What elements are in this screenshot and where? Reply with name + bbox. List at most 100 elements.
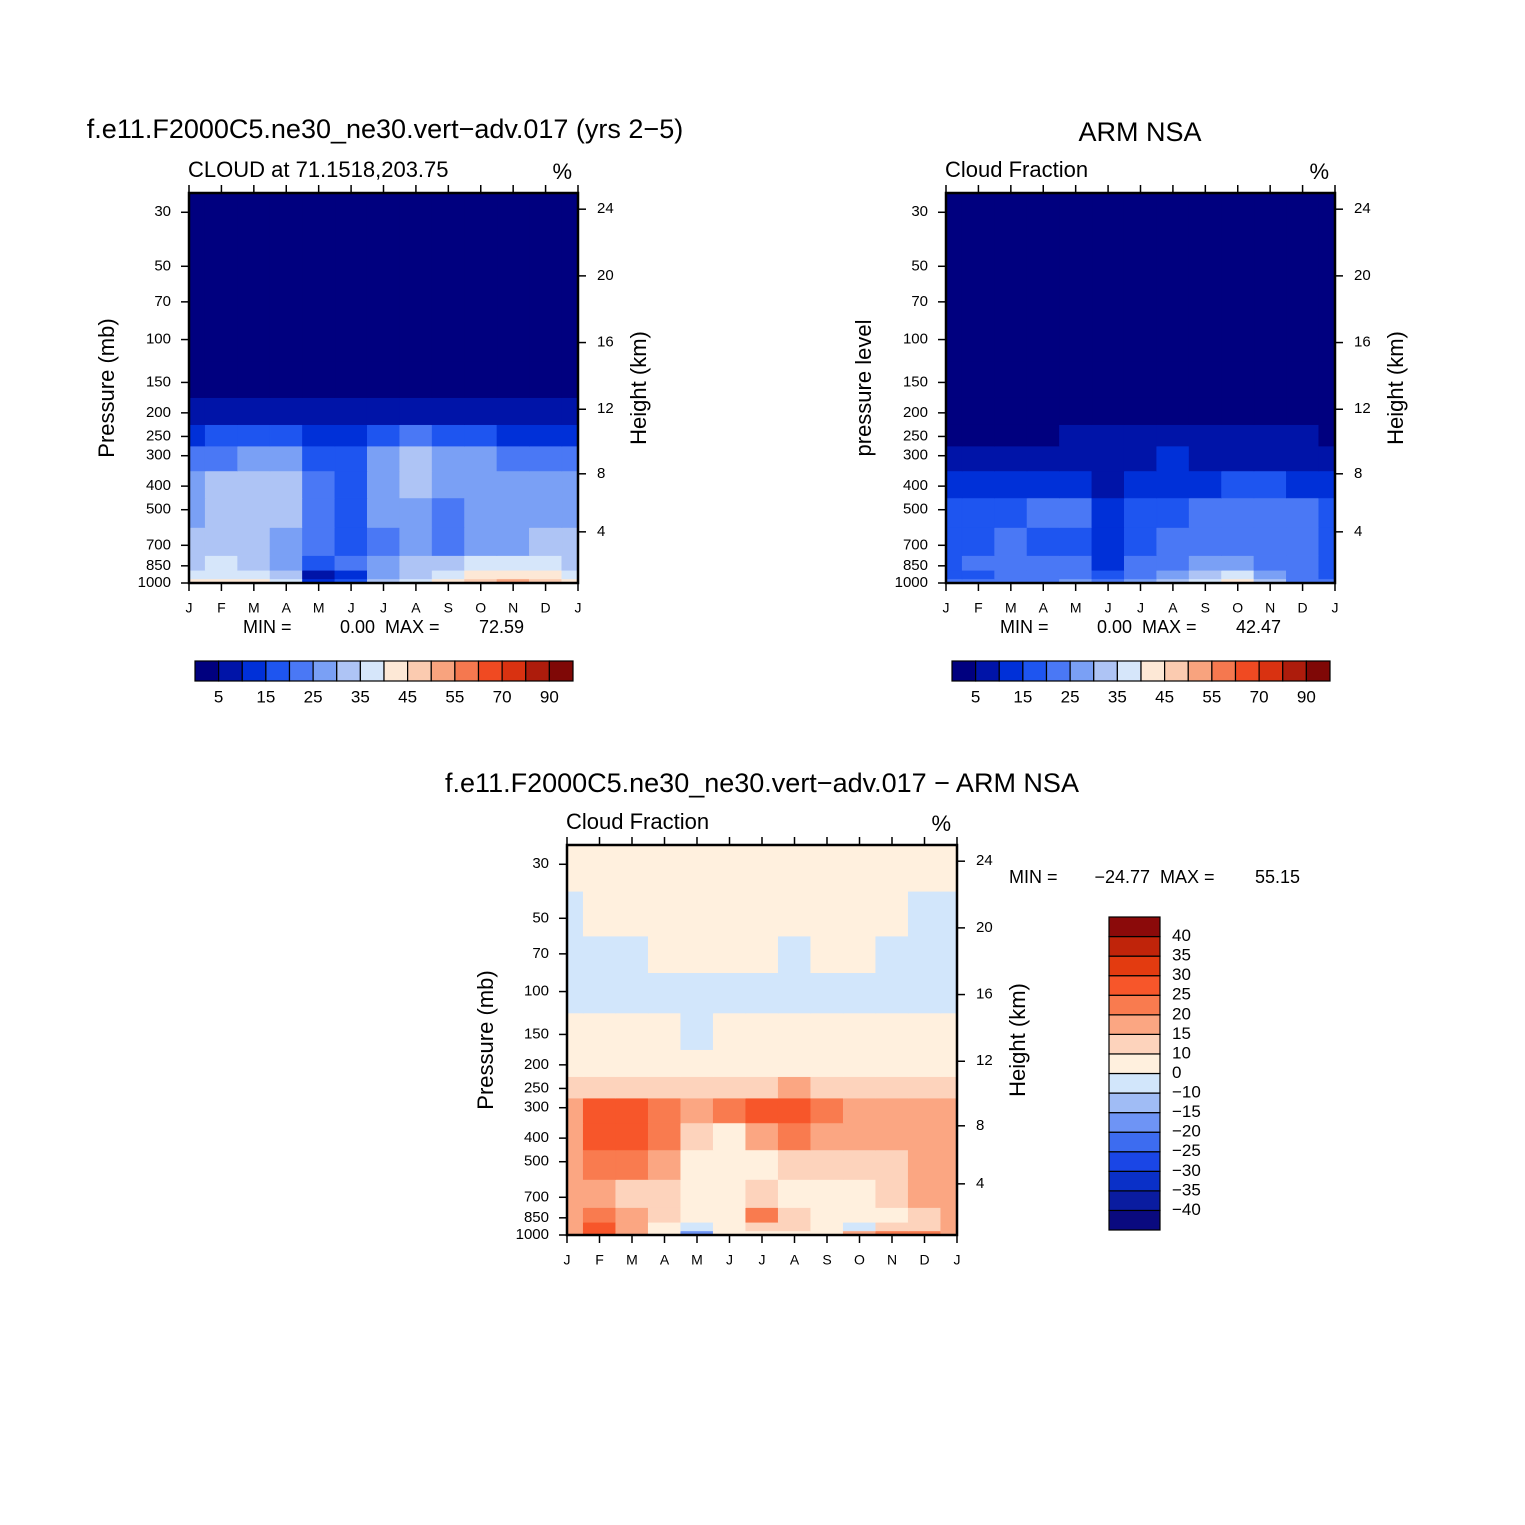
contour-cell bbox=[204, 527, 238, 556]
x-tick-label: J bbox=[726, 1252, 733, 1268]
colorbar-box bbox=[1234, 660, 1260, 682]
contour-cell bbox=[647, 972, 682, 1014]
contour-cell bbox=[940, 1221, 958, 1232]
contour-cell bbox=[680, 972, 714, 1014]
contour-cell bbox=[269, 424, 303, 447]
contour-cell bbox=[615, 1179, 649, 1208]
contour-cell bbox=[366, 445, 401, 472]
max-value: 42.47 bbox=[1236, 617, 1281, 637]
contour-cell bbox=[777, 1179, 812, 1208]
contour-cell bbox=[994, 192, 1028, 240]
colorbar-box bbox=[1108, 935, 1161, 957]
contour-cell bbox=[712, 1221, 747, 1232]
y2-tick-label: 8 bbox=[976, 1117, 984, 1134]
contour-cell bbox=[777, 890, 812, 937]
contour-cell bbox=[810, 1221, 844, 1232]
contour-cell bbox=[945, 283, 963, 322]
y2-tick-label: 8 bbox=[597, 465, 605, 482]
contour-cell bbox=[745, 935, 779, 974]
contour-cell bbox=[745, 1207, 779, 1223]
contour-cell bbox=[875, 935, 909, 974]
contour-cell bbox=[302, 192, 336, 240]
colorbar-label: 25 bbox=[1061, 687, 1080, 706]
contour-cell bbox=[566, 935, 584, 974]
y-tick-label: 500 bbox=[903, 501, 928, 518]
contour-cell bbox=[399, 283, 433, 322]
contour-cell bbox=[712, 1122, 747, 1151]
contour-cell bbox=[961, 192, 995, 240]
y-tick-label: 250 bbox=[903, 427, 928, 444]
contour-cell bbox=[712, 1149, 747, 1180]
contour-cell bbox=[1091, 283, 1125, 322]
contour-cell bbox=[745, 844, 779, 892]
subtitle: Cloud Fraction bbox=[566, 809, 709, 834]
contour-cell bbox=[566, 1076, 584, 1099]
contour-cell bbox=[647, 1149, 682, 1180]
contour-cell bbox=[204, 238, 238, 285]
contour-cell bbox=[1188, 569, 1222, 580]
contour-cell bbox=[529, 527, 563, 556]
contour-cell bbox=[496, 320, 530, 362]
colorbar-label: 10 bbox=[1172, 1043, 1191, 1062]
contour-cell bbox=[582, 1049, 617, 1077]
contour-cell bbox=[810, 844, 844, 892]
contour-cell bbox=[1091, 555, 1125, 571]
contour-cell bbox=[1123, 283, 1158, 322]
contour-cell bbox=[204, 397, 238, 425]
contour-cell bbox=[647, 1179, 682, 1208]
y2-tick-label: 4 bbox=[976, 1175, 984, 1192]
contour-cell bbox=[1156, 445, 1190, 472]
contour-cell bbox=[496, 569, 530, 580]
contour-cell bbox=[269, 497, 303, 528]
max-label: MAX = bbox=[1160, 867, 1215, 887]
contour-cell bbox=[1091, 445, 1125, 472]
contour-cell bbox=[366, 470, 401, 499]
contour-cell bbox=[561, 555, 579, 571]
contour-cell bbox=[1221, 360, 1255, 398]
contour-cell bbox=[366, 192, 401, 240]
colorbar-box bbox=[430, 660, 456, 682]
contour-cell bbox=[907, 935, 942, 974]
contour-cell bbox=[496, 445, 530, 472]
contour-cell bbox=[842, 890, 877, 937]
contour-cell bbox=[647, 1049, 682, 1077]
contour-cell bbox=[1221, 445, 1255, 472]
contour-cell bbox=[945, 192, 963, 240]
contour-cell bbox=[1221, 470, 1255, 499]
contour-cell bbox=[464, 470, 498, 499]
min-value: −24.77 bbox=[1094, 867, 1150, 887]
contour-cell bbox=[1091, 238, 1125, 285]
contour-cell bbox=[1286, 470, 1320, 499]
contour-cell bbox=[237, 424, 271, 447]
x-tick-label: M bbox=[313, 600, 325, 616]
contour-cell bbox=[496, 192, 530, 240]
contour-cell bbox=[302, 283, 336, 322]
contour-cell bbox=[302, 569, 336, 580]
contour-cell bbox=[994, 470, 1028, 499]
contour-cell bbox=[1318, 445, 1336, 472]
contour-cell bbox=[399, 445, 433, 472]
contour-cell bbox=[366, 320, 401, 362]
x-tick-label: J bbox=[759, 1252, 766, 1268]
colorbar-box bbox=[265, 660, 291, 682]
contour-cell bbox=[745, 1122, 779, 1151]
contour-cell bbox=[810, 1076, 844, 1099]
subtitle: Cloud Fraction bbox=[945, 157, 1088, 182]
contour-cell bbox=[1059, 238, 1093, 285]
contour-cell bbox=[961, 424, 995, 447]
y-tick-label: 150 bbox=[524, 1025, 549, 1042]
contour-cell bbox=[1156, 470, 1190, 499]
contour-cell bbox=[1188, 360, 1222, 398]
contour-cell bbox=[1318, 320, 1336, 362]
contour-cell bbox=[496, 527, 530, 556]
colorbar-label: 90 bbox=[1297, 687, 1316, 706]
contour-cell bbox=[204, 497, 238, 528]
contour-cell bbox=[712, 1097, 747, 1124]
contour-cell bbox=[1188, 527, 1222, 556]
contour-cell bbox=[745, 1179, 779, 1208]
contour-cell bbox=[615, 1122, 649, 1151]
contour-cell bbox=[1253, 497, 1287, 528]
contour-cell bbox=[1123, 470, 1158, 499]
contour-cell bbox=[777, 844, 812, 892]
colorbar-box bbox=[1108, 975, 1161, 996]
